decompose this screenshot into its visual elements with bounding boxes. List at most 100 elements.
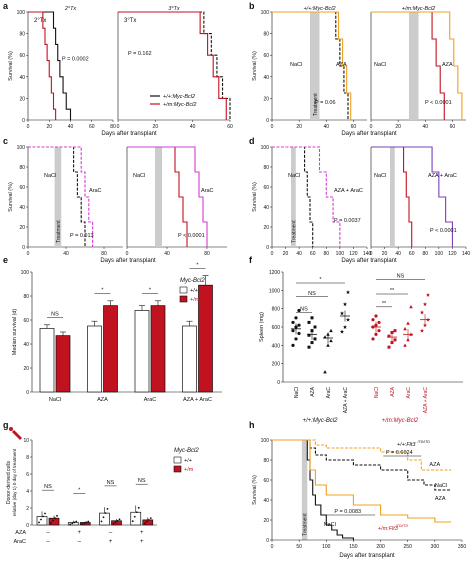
data-point — [106, 508, 109, 510]
data-point — [85, 521, 88, 524]
data-point — [71, 522, 74, 525]
group-label-wt-sup: ITD/ITD — [417, 440, 430, 444]
y-tick-label: 60 — [19, 185, 25, 191]
row-label-arac: AraC — [13, 539, 26, 545]
y-tick-label: 100 — [17, 10, 26, 16]
x-tick-label: 40 — [190, 124, 196, 130]
label-nacl: NaCl — [374, 62, 386, 68]
data-point — [291, 320, 295, 325]
syringe-icon — [12, 430, 22, 440]
data-point — [346, 317, 350, 322]
series-line-wt-aza — [272, 439, 452, 471]
p-value: P = 0.013 — [70, 233, 94, 239]
y-tick-label: 0 — [22, 245, 25, 251]
category-label: AZA — [390, 386, 396, 396]
bar-+/m-nacl — [55, 335, 71, 393]
series-line-azaarac — [272, 146, 341, 247]
x-tick-label: 100 — [336, 251, 345, 257]
legend-label-mut: +/m — [190, 297, 200, 303]
y-axis-title: Survival (%) — [8, 51, 14, 81]
x-tick-label: 60 — [227, 124, 233, 130]
subpanel-title-2tx: 2°Tx — [34, 18, 46, 24]
p-value: P < 0.0001 — [425, 100, 452, 106]
bar-+/m — [48, 517, 60, 526]
data-point — [149, 517, 152, 520]
x-tick-label: 20 — [296, 124, 302, 130]
data-point — [81, 523, 84, 526]
y-tick-label: 4 — [26, 489, 29, 495]
treatment-label: Treatment — [313, 93, 319, 116]
aza-sign: – — [46, 530, 50, 536]
p-value: P = 0.0002 — [62, 57, 89, 63]
p-value: P < 0.0001 — [430, 228, 457, 234]
significance-label: NS — [107, 480, 115, 486]
panel-letter-a: a — [3, 1, 9, 11]
group-label-mut: +/m:Flt3 — [378, 526, 399, 532]
y-tick-label: 60 — [263, 185, 269, 191]
legend-label-wt: +/+ — [184, 458, 192, 464]
y-tick-label: 0 — [266, 245, 269, 251]
x-tick-label: 300 — [431, 544, 440, 550]
data-point — [114, 521, 117, 524]
x-tick-label: 60 — [351, 124, 357, 130]
data-point — [100, 520, 103, 523]
x-axis-title: Days after transplant — [341, 258, 397, 264]
treatment-label: Treatment — [56, 220, 62, 243]
label-arac: AraC — [201, 188, 214, 194]
x-tick-label: 40 — [68, 124, 74, 130]
series-line-wt-nacl — [272, 439, 452, 491]
data-point — [75, 520, 78, 523]
x-axis-title: Days after transplant — [100, 258, 156, 264]
x-tick-label: 140 — [462, 251, 471, 257]
label-aza-mut: AZA — [435, 496, 446, 502]
data-point — [143, 522, 146, 525]
y-tick-label: 8 — [26, 455, 29, 461]
bar-+/+-nacl — [39, 328, 55, 393]
y-tick-label: 20 — [263, 96, 269, 102]
data-point — [310, 341, 314, 345]
data-point — [377, 320, 381, 325]
x-tick-label: 40 — [164, 251, 170, 257]
treatment-label: Treatment — [291, 220, 297, 243]
data-point — [374, 314, 378, 318]
p-value: P = 0.0083 — [334, 509, 361, 515]
x-tick-label: 0 — [370, 124, 373, 130]
label-nacl: NaCl — [374, 173, 386, 179]
bar-+/m-azaarac — [198, 284, 213, 393]
y-tick-label: 40 — [19, 75, 25, 81]
data-point — [44, 512, 46, 515]
y-tick-label: 20 — [263, 518, 269, 524]
arac-sign: – — [46, 539, 50, 545]
legend-label-mut: +/m — [184, 467, 194, 473]
group-label-mut: +/m:Myc-Bcl2 — [382, 418, 419, 424]
y-tick-label: 0 — [277, 380, 280, 386]
subpanel-title: 2°Tx — [64, 6, 77, 12]
y-tick-label: 600 — [272, 325, 281, 331]
data-point — [393, 329, 397, 333]
x-tick-label: 20 — [382, 251, 388, 257]
row-label-aza: AZA — [15, 530, 26, 536]
subpanel-title: +/+:Myc-Bcl2 — [303, 6, 335, 12]
aza-sign: + — [140, 530, 144, 536]
y-tick-label: 80 — [23, 294, 29, 300]
data-point — [346, 290, 350, 295]
y-tick-label: 100 — [261, 10, 270, 16]
data-point — [40, 518, 42, 521]
panel-letter-h: h — [249, 420, 255, 430]
data-point — [313, 337, 317, 341]
x-tick-label: 40 — [296, 251, 302, 257]
data-point — [118, 518, 121, 521]
data-point — [102, 516, 105, 519]
x-tick-label: 80 — [110, 124, 116, 130]
data-point — [73, 521, 76, 524]
treatment-band — [301, 440, 308, 540]
panel-letter-e: e — [3, 255, 8, 265]
y-axis-title: Donor-derived cells — [6, 460, 12, 504]
data-point — [323, 370, 327, 374]
y-axis-title: Median survival (d) — [12, 309, 18, 356]
y-tick-label: 20 — [19, 225, 25, 231]
data-point — [133, 515, 136, 518]
treatment-band — [291, 147, 296, 247]
panel-letter-g: g — [3, 420, 9, 430]
x-tick-label: 20 — [283, 251, 289, 257]
